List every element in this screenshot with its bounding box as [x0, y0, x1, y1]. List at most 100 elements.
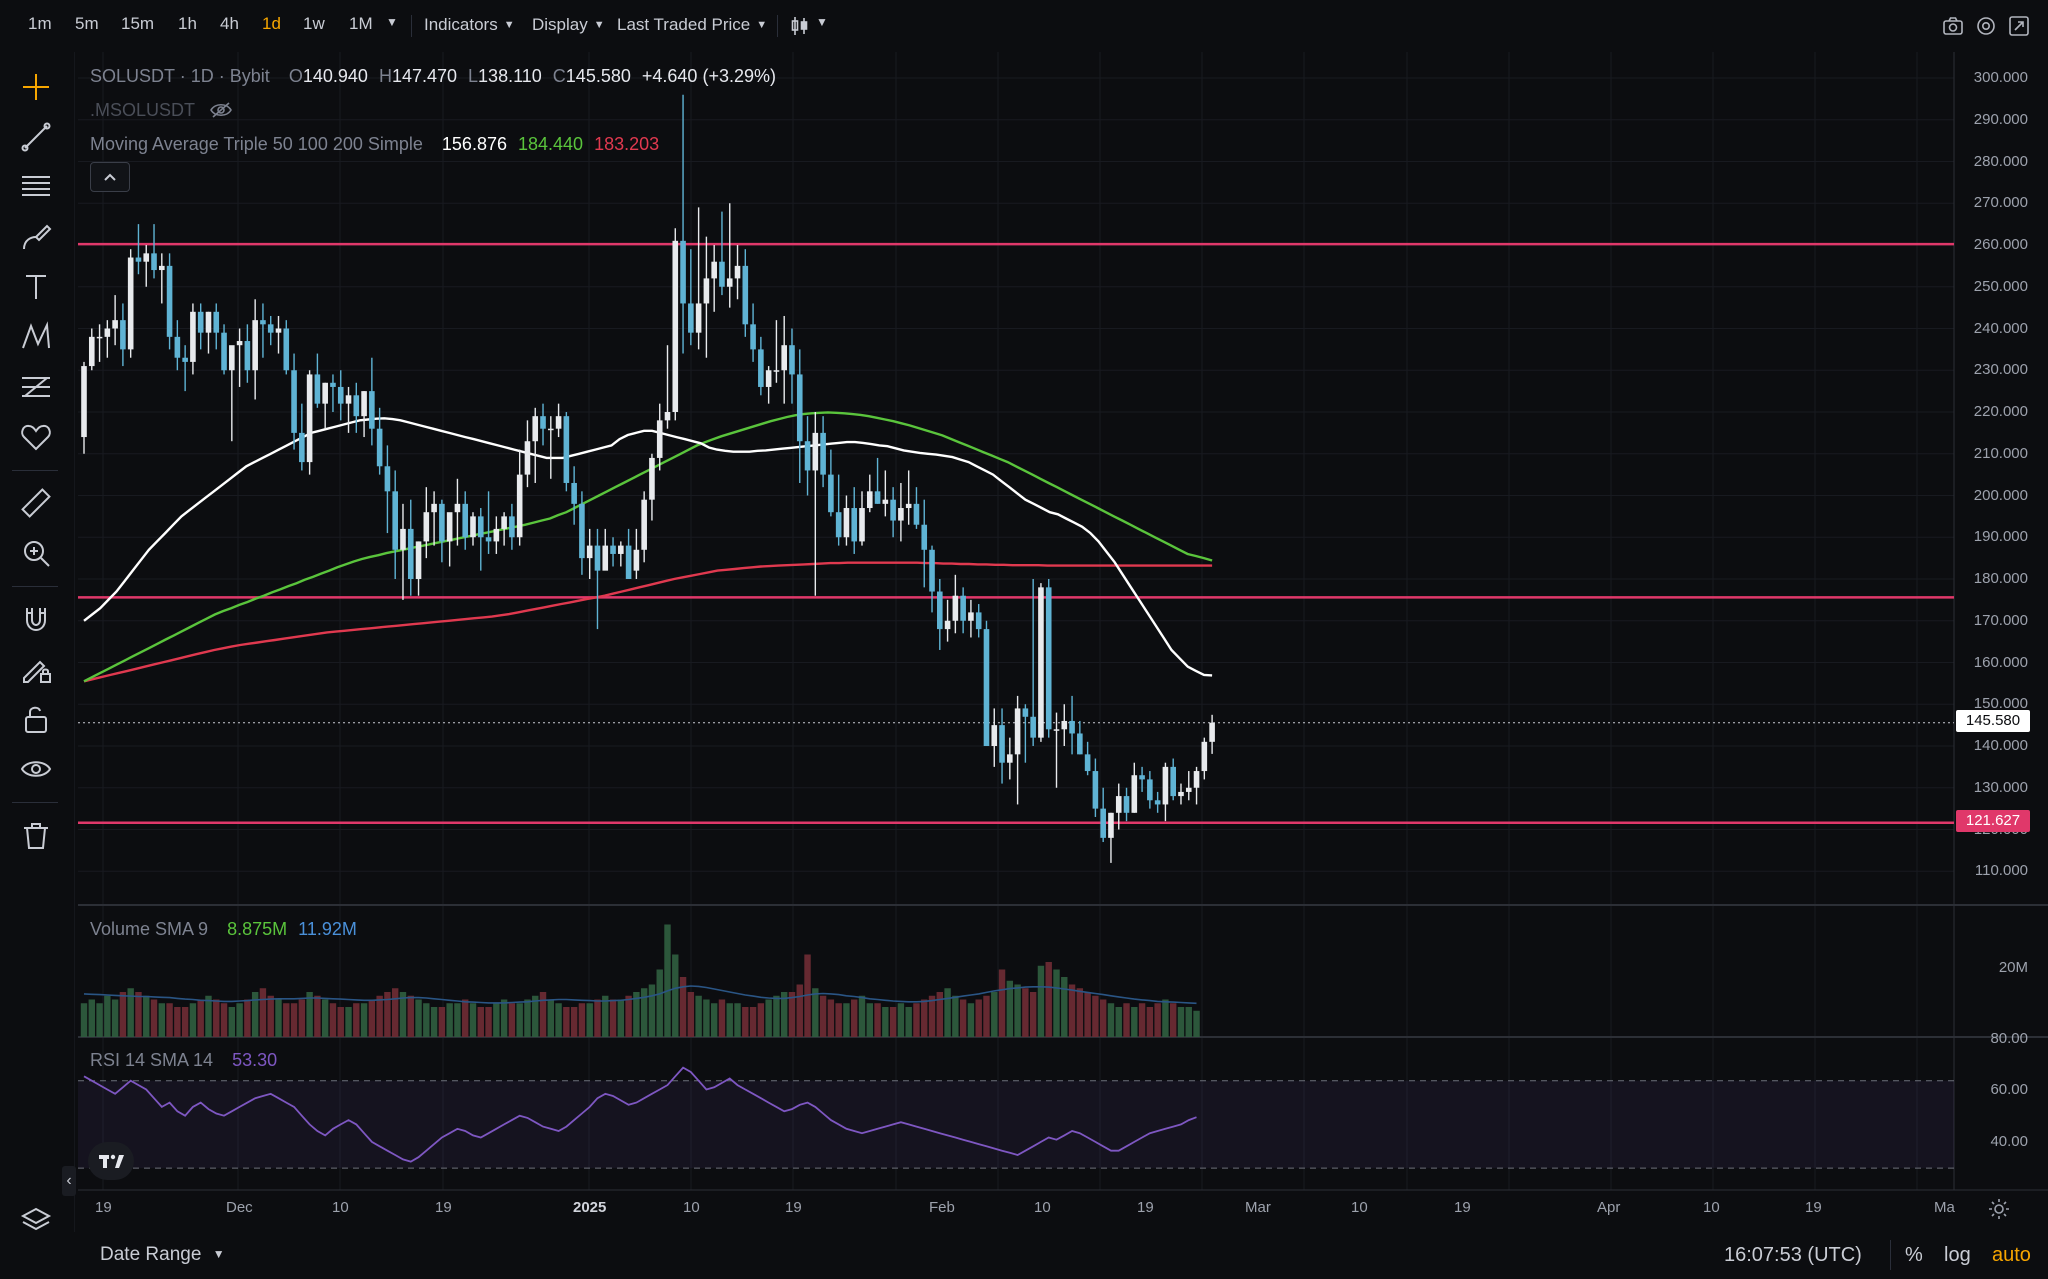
crosshair-icon[interactable]	[19, 70, 53, 104]
volume-bar	[360, 1003, 368, 1037]
volume-bar	[166, 1003, 173, 1037]
percent-toggle[interactable]: %	[1905, 1244, 1923, 1266]
price-axis-label: 150.000	[1973, 695, 2028, 713]
chart-type-candles-icon[interactable]	[790, 15, 812, 37]
trash-icon[interactable]	[19, 818, 53, 852]
volume-bar	[104, 995, 111, 1037]
zoom-in-icon[interactable]	[19, 536, 53, 570]
ma50-value: 156.876	[441, 134, 507, 154]
candle	[81, 361, 87, 454]
volume-bar	[944, 988, 951, 1037]
auto-toggle[interactable]: auto	[1992, 1244, 2031, 1266]
tradingview-logo[interactable]	[88, 1142, 134, 1180]
pattern-tool-icon[interactable]	[19, 320, 53, 354]
candle	[376, 407, 383, 475]
volume-bar	[1185, 1007, 1192, 1037]
date-range-menu[interactable]: Date Range ▼	[100, 1244, 225, 1266]
timeframe-1M[interactable]: 1M	[349, 14, 373, 33]
overlay-symbol-legend[interactable]: .MSOLUSDT	[90, 100, 232, 121]
clock-display[interactable]: 16:07:53 (UTC)	[1724, 1244, 1862, 1266]
fullscreen-icon[interactable]	[2008, 15, 2030, 37]
timeframe-1h[interactable]: 1h	[178, 14, 197, 33]
volume-bar	[259, 988, 267, 1037]
chart-type-chevron-icon[interactable]: ▼	[816, 15, 828, 29]
heart-favorites-icon[interactable]	[19, 420, 53, 454]
candle	[758, 336, 764, 396]
symbol-legend[interactable]: SOLUSDT · 1D · Bybit O140.940 H147.470 L…	[90, 66, 776, 87]
timeframe-1d[interactable]: 1d	[262, 14, 281, 33]
trend-line-icon[interactable]	[19, 120, 53, 154]
volume-bar	[1068, 984, 1076, 1037]
rsi-band	[78, 1080, 1954, 1169]
candle	[960, 587, 966, 634]
candle	[586, 528, 593, 579]
ma-legend[interactable]: Moving Average Triple 50 100 200 Simple …	[90, 134, 659, 155]
price-axis-label: 260.000	[1973, 236, 2028, 253]
fib-tools-icon[interactable]	[19, 370, 53, 404]
volume-bar	[765, 999, 772, 1037]
candle	[446, 512, 453, 567]
unlock-icon[interactable]	[19, 702, 53, 736]
bottom-divider	[1890, 1240, 1891, 1270]
candle	[1162, 762, 1169, 822]
volume-bar	[275, 999, 282, 1037]
volume-bar	[329, 1003, 337, 1037]
horizontal-lines-icon[interactable]	[19, 170, 53, 204]
timeframe-4h[interactable]: 4h	[220, 14, 239, 33]
price-source-menu[interactable]: Last Traded Price ▼	[617, 15, 767, 35]
text-tool-icon[interactable]	[19, 270, 53, 304]
volume-bar	[718, 999, 726, 1037]
display-menu[interactable]: Display ▼	[532, 15, 605, 35]
candle	[789, 328, 795, 404]
candle	[260, 303, 266, 358]
candle	[1084, 741, 1091, 776]
volume-bar	[220, 1003, 228, 1037]
volume-bar	[710, 1003, 718, 1037]
timeframe-more-chevron-icon[interactable]: ▼	[386, 15, 398, 29]
hidden-eye-icon[interactable]	[209, 102, 232, 118]
volume-bar	[181, 1007, 189, 1037]
collapse-legend-button[interactable]	[90, 162, 130, 192]
candle	[516, 449, 523, 546]
candle	[407, 499, 414, 596]
candle	[905, 470, 912, 525]
timeframe-1w[interactable]: 1w	[303, 14, 325, 33]
volume-bar	[1006, 980, 1014, 1037]
timeframe-1m[interactable]: 1m	[28, 14, 52, 33]
layers-icon[interactable]	[19, 1204, 53, 1238]
candle	[275, 315, 282, 354]
candle	[555, 403, 562, 438]
bottom-bar: Date Range ▼ 16:07:53 (UTC) % log auto	[0, 1232, 2048, 1279]
volume-bar	[485, 1007, 492, 1037]
timeframe-15m[interactable]: 15m	[121, 14, 155, 33]
time-axis-settings-icon[interactable]	[1987, 1197, 2011, 1221]
lock-drawing-icon[interactable]	[19, 652, 53, 686]
candle	[415, 541, 422, 596]
candle	[127, 249, 134, 358]
camera-icon[interactable]	[1942, 15, 1964, 37]
settings-gear-icon[interactable]	[1975, 15, 1997, 37]
candle	[1108, 812, 1114, 863]
timeframe-5m[interactable]: 5m	[75, 14, 99, 33]
volume-bar	[1029, 992, 1037, 1037]
log-toggle[interactable]: log	[1944, 1244, 1971, 1266]
candle	[835, 474, 842, 546]
brush-pen-icon[interactable]	[19, 220, 53, 254]
indicators-menu[interactable]: Indicators ▼	[424, 15, 515, 35]
volume-bar	[1177, 1007, 1185, 1037]
magnet-icon[interactable]	[19, 602, 53, 636]
candle	[135, 224, 142, 275]
ruler-icon[interactable]	[19, 486, 53, 520]
eye-visibility-icon[interactable]	[19, 752, 53, 786]
rsi-legend[interactable]: RSI 14 SMA 14 53.30	[90, 1050, 277, 1071]
volume-bar	[205, 995, 212, 1037]
change-value: +4.640 (+3.29%)	[641, 66, 776, 86]
collapse-toolbar-chevron-icon[interactable]: ‹	[62, 1166, 76, 1196]
candle	[532, 407, 539, 483]
volume-bar	[1084, 992, 1091, 1037]
volume-bar	[757, 1003, 765, 1037]
volume-legend[interactable]: Volume SMA 9 8.875M 11.92M	[90, 919, 357, 940]
price-chart[interactable]	[0, 0, 2048, 1232]
candle	[1185, 771, 1192, 801]
candle	[392, 470, 398, 579]
